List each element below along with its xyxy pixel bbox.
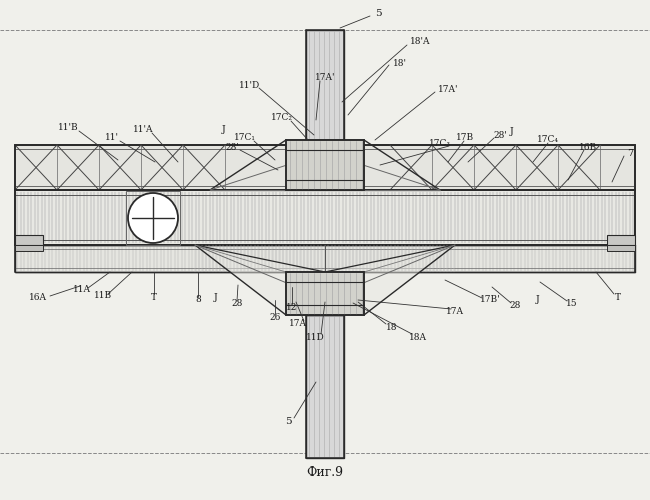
Text: 28: 28 <box>510 302 521 310</box>
Circle shape <box>128 193 178 243</box>
Text: J: J <box>510 128 514 136</box>
Bar <box>126 191 180 245</box>
Text: 17A': 17A' <box>437 86 458 94</box>
Text: 17A': 17A' <box>315 74 335 82</box>
Text: 11B: 11B <box>94 292 112 300</box>
Text: 28': 28' <box>493 130 507 140</box>
Bar <box>15 235 43 245</box>
Bar <box>306 30 344 140</box>
Bar <box>286 140 364 190</box>
Text: 17C₄: 17C₄ <box>537 136 559 144</box>
Text: 17B: 17B <box>456 134 474 142</box>
Bar <box>286 272 364 315</box>
Text: J: J <box>536 296 540 304</box>
Bar <box>15 145 635 190</box>
Text: 17A: 17A <box>289 320 307 328</box>
Text: J: J <box>222 126 226 134</box>
Text: 18'A: 18'A <box>410 38 430 46</box>
Bar <box>15 245 635 272</box>
Text: 17C₃: 17C₃ <box>429 138 451 147</box>
Text: 28': 28' <box>225 144 239 152</box>
Text: 18: 18 <box>386 322 398 332</box>
Text: 17B': 17B' <box>480 296 500 304</box>
Text: 16A: 16A <box>29 294 47 302</box>
Text: 17C₂: 17C₂ <box>271 114 293 122</box>
Text: J: J <box>214 294 218 302</box>
Text: 5: 5 <box>374 8 382 18</box>
Text: 12: 12 <box>286 302 298 312</box>
Bar <box>15 245 43 251</box>
Text: 16B: 16B <box>579 142 597 152</box>
Text: 17A: 17A <box>446 308 464 316</box>
Text: 28: 28 <box>231 300 242 308</box>
Text: 8: 8 <box>195 296 201 304</box>
Text: 5: 5 <box>285 418 291 426</box>
Text: Фиг.9: Фиг.9 <box>307 466 343 478</box>
Text: 18': 18' <box>393 58 407 68</box>
Bar <box>607 245 635 251</box>
Text: 11': 11' <box>105 134 119 142</box>
Text: T: T <box>151 292 157 302</box>
Text: 15: 15 <box>566 300 578 308</box>
Text: 17C₁: 17C₁ <box>234 134 256 142</box>
Text: T: T <box>615 292 621 302</box>
Bar <box>607 235 635 245</box>
Bar <box>306 315 344 458</box>
Text: 18A: 18A <box>409 332 427 342</box>
Text: 11D: 11D <box>306 332 324 342</box>
Text: 11'A: 11'A <box>133 126 153 134</box>
Text: 26: 26 <box>269 312 281 322</box>
Text: 11'B: 11'B <box>58 124 78 132</box>
Text: 11A: 11A <box>73 286 91 294</box>
Polygon shape <box>195 245 455 315</box>
Text: 7: 7 <box>627 148 633 158</box>
Bar <box>15 190 635 245</box>
Text: 11'D: 11'D <box>239 80 261 90</box>
